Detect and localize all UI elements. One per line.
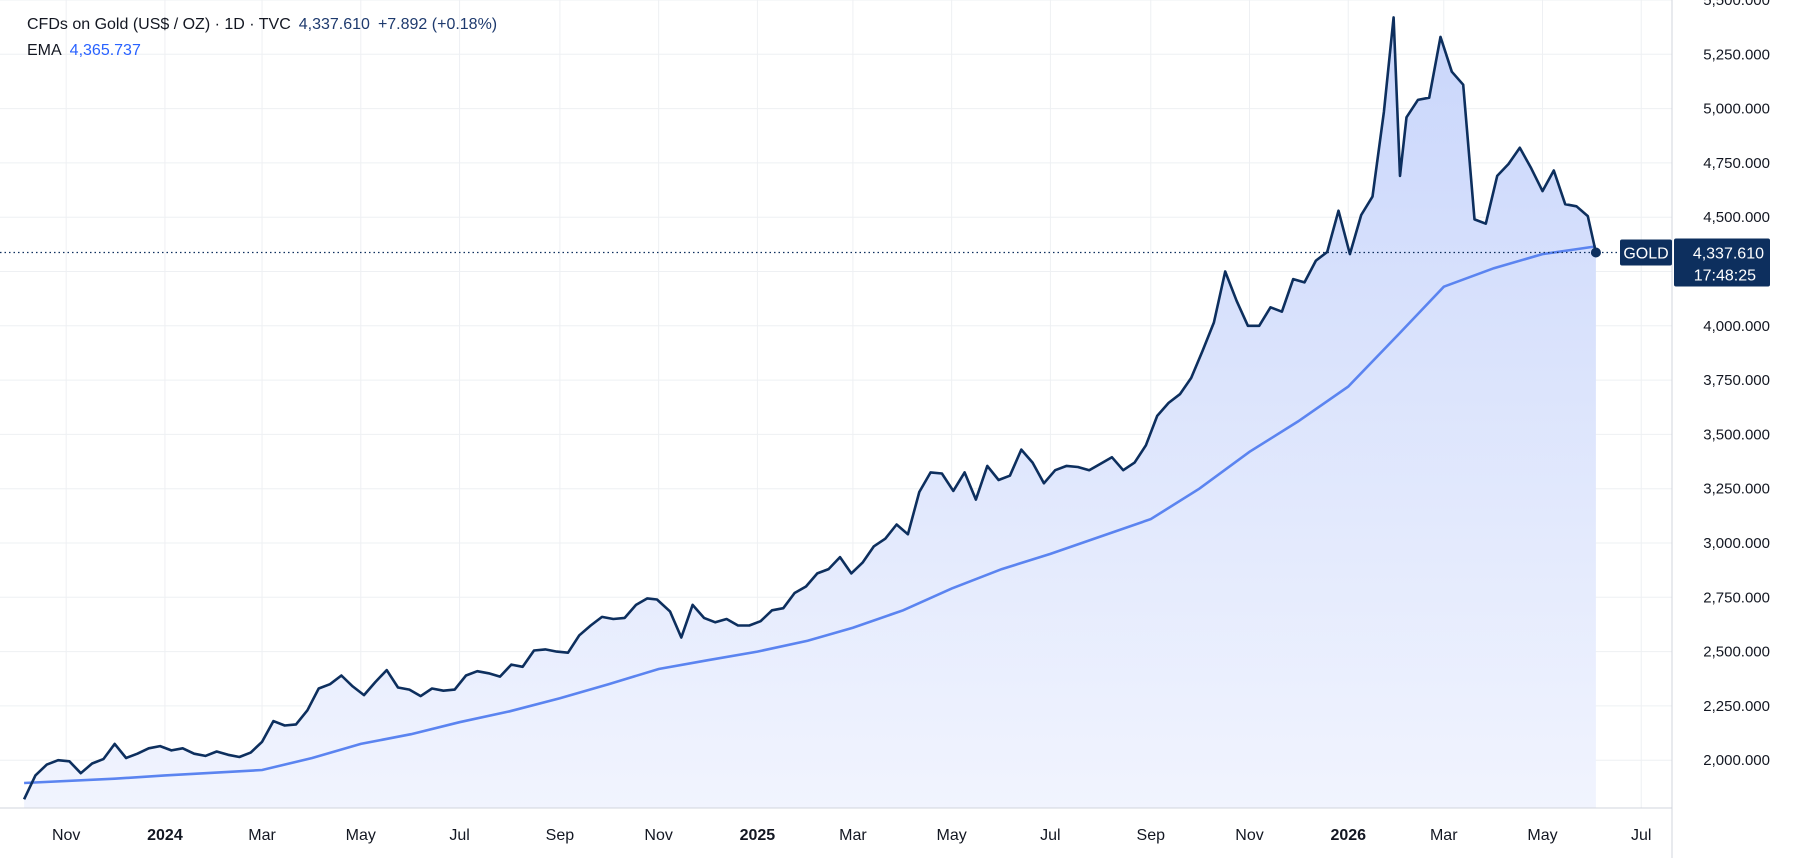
x-tick-label: Mar <box>248 827 276 844</box>
symbol-title: CFDs on Gold (US$ / OZ) · 1D · TVC <box>27 16 291 33</box>
x-tick-label: Jul <box>1040 827 1060 844</box>
y-tick-label: 4,750.000 <box>1703 155 1770 172</box>
last-price-value: 4,337.610 <box>298 16 370 33</box>
price-tag: GOLD 4,337.610 17:48:25 <box>1620 238 1770 287</box>
bar-countdown: 17:48:25 <box>1694 267 1756 284</box>
y-axis[interactable]: 2,000.000 2,250.000 2,500.000 2,750.000 3,00… <box>1703 0 1770 769</box>
x-tick-label: May <box>346 827 376 844</box>
last-price-marker <box>1590 247 1601 258</box>
y-tick-label: 5,250.000 <box>1703 46 1770 63</box>
y-tick-label: 2,500.000 <box>1703 644 1770 661</box>
y-tick-label: 3,750.000 <box>1703 372 1770 389</box>
price-change-value: +7.892 (+0.18%) <box>377 16 498 33</box>
x-tick-label: Mar <box>1430 827 1458 844</box>
x-tick-label: Sep <box>546 827 575 844</box>
x-tick-label: Mar <box>839 827 867 844</box>
y-tick-label: 4,500.000 <box>1703 209 1770 226</box>
symbol-badge <box>1620 239 1672 266</box>
y-tick-label: 3,500.000 <box>1703 426 1770 443</box>
x-tick-label: 2024 <box>147 827 183 844</box>
ema-line <box>24 245 1597 785</box>
price-area-fill <box>24 17 1596 808</box>
price-badge-value: 4,337.610 <box>1693 245 1764 262</box>
x-tick-label: Nov <box>644 827 672 844</box>
y-tick-label: 4,000.000 <box>1703 318 1770 335</box>
ema-value: 4,365.737 <box>69 42 141 59</box>
x-tick-label: 2026 <box>1330 827 1366 844</box>
x-tick-label: Nov <box>1235 827 1263 844</box>
y-tick-label: 3,250.000 <box>1703 481 1770 498</box>
y-tick-label: 2,750.000 <box>1703 589 1770 606</box>
y-tick-label: 5,500.000 <box>1703 0 1770 9</box>
x-tick-label: Jul <box>449 827 469 844</box>
x-tick-label: 2025 <box>740 827 776 844</box>
x-tick-label: Sep <box>1137 827 1166 844</box>
x-tick-label: Nov <box>52 827 80 844</box>
x-tick-label: Jul <box>1631 827 1651 844</box>
ema-label: EMA <box>27 42 62 59</box>
y-tick-label: 5,000.000 <box>1703 101 1770 118</box>
y-tick-label: 3,000.000 <box>1703 535 1770 552</box>
symbol-badge-label: GOLD <box>1623 245 1668 262</box>
x-axis[interactable]: Nov 2024 Mar May Jul Sep Nov 2025 Mar May Jul Sep No… <box>52 827 1652 844</box>
symbol-legend-row[interactable]: CFDs on Gold (US$ / OZ) · 1D · TVC 4,337.… <box>27 12 497 38</box>
x-tick-label: May <box>937 827 967 844</box>
y-tick-label: 2,250.000 <box>1703 698 1770 715</box>
price-badge <box>1674 238 1770 287</box>
ema-legend-row[interactable]: EMA 4,365.737 <box>27 38 497 64</box>
chart-legend: CFDs on Gold (US$ / OZ) · 1D · TVC 4,337.… <box>27 12 497 64</box>
y-tick-label: 2,000.000 <box>1703 752 1770 769</box>
price-line <box>22 16 1598 800</box>
x-tick-label: May <box>1527 827 1557 844</box>
